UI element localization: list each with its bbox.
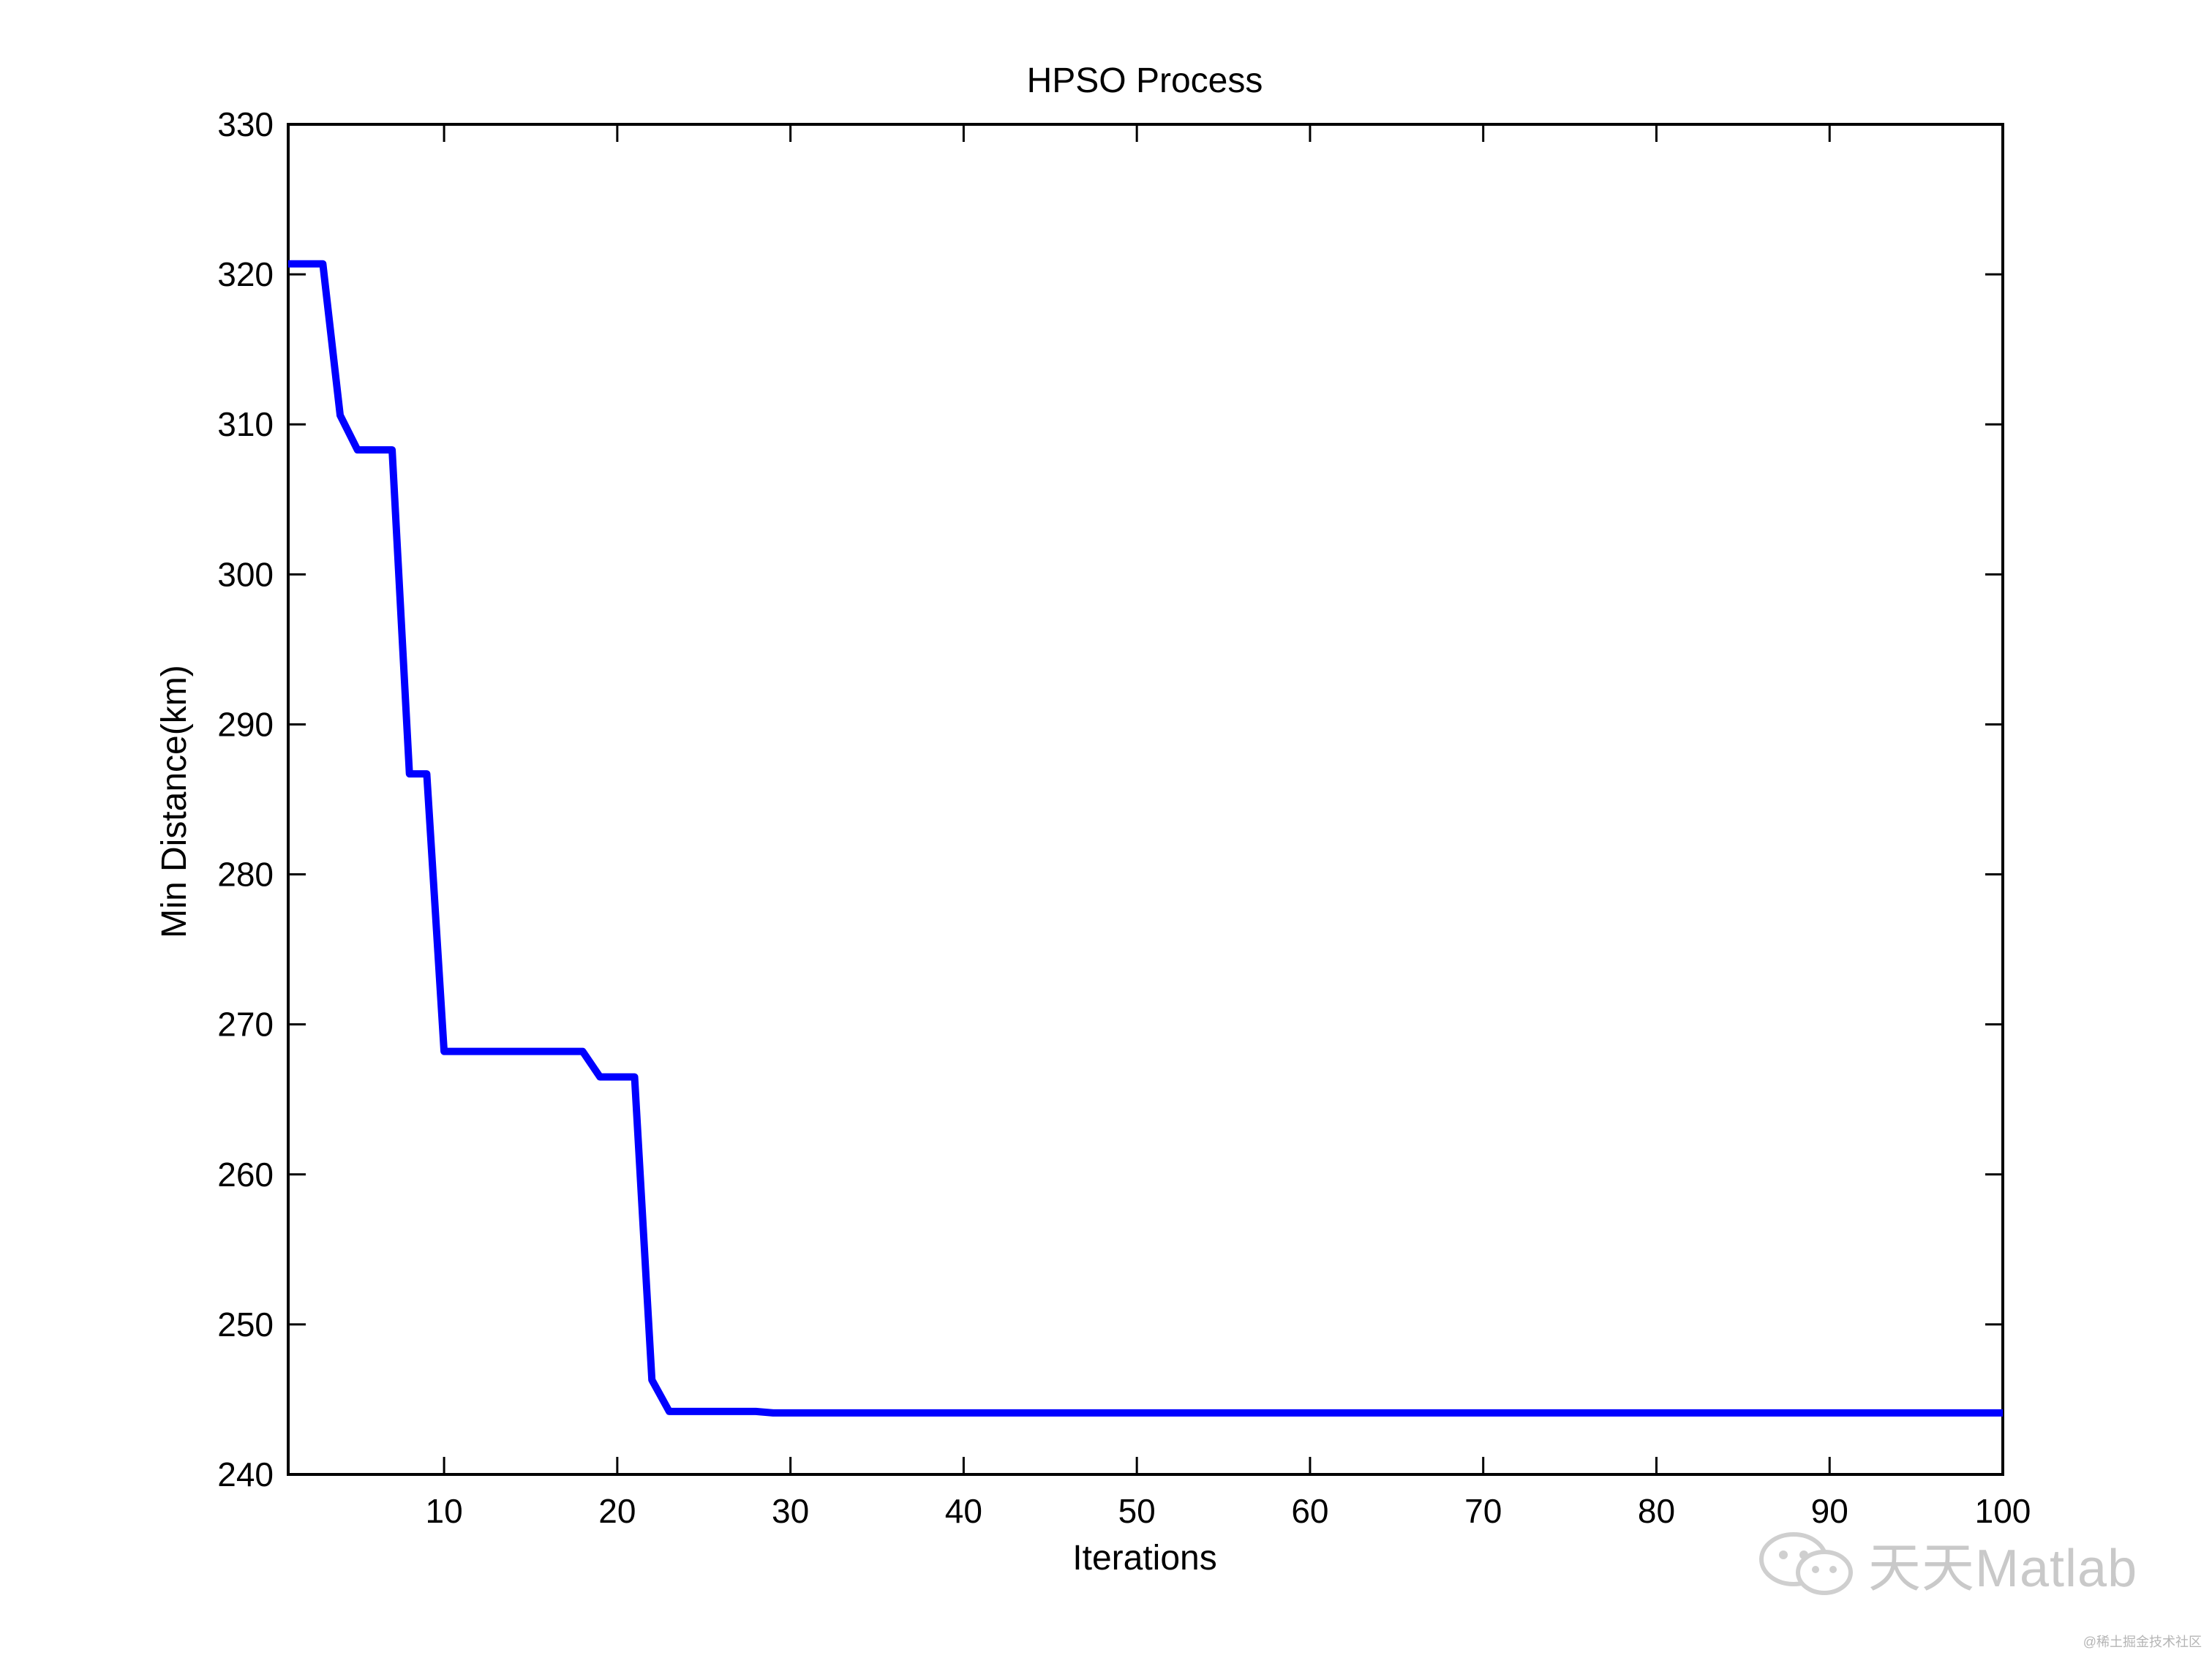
x-tick-label: 30 [772,1492,809,1530]
watermark-text: 天天Matlab [1868,1540,2138,1598]
y-tick-label: 240 [217,1455,274,1493]
plot-area: 10 20 30 40 50 60 70 80 90 100 240 250 260 270 280 290 3… [217,105,2031,1530]
wechat-icon [1759,1531,1853,1595]
x-tick-label: 80 [1638,1492,1675,1530]
watermark-credit: @稀土掘金技术社区 [2083,1635,2202,1649]
x-tick-label: 70 [1464,1492,1502,1530]
y-tick-label: 300 [217,555,274,593]
x-tick-label: 10 [426,1492,463,1530]
y-tick-label: 250 [217,1305,274,1344]
y-tick-label: 280 [217,856,274,894]
y-tick-label: 260 [217,1156,274,1194]
watermark: 天天Matlab [1756,1525,2137,1602]
y-tick-label: 270 [217,1006,274,1044]
x-tick-label: 100 [1975,1492,2031,1530]
x-tick-label: 60 [1291,1492,1328,1530]
x-tick-label: 50 [1118,1492,1156,1530]
y-tick-label: 320 [217,255,274,293]
y-tick-label: 330 [217,105,274,143]
x-axis-label: Iterations [1072,1539,1216,1578]
x-tick-label: 90 [1811,1492,1848,1530]
y-tick-label: 290 [217,705,274,743]
series-line [288,260,2003,1417]
chart-title: HPSO Process [1027,61,1263,100]
x-tick-label: 20 [598,1492,636,1530]
y-axis-label: Min Distance(km) [155,665,194,938]
x-tick-label: 40 [945,1492,982,1530]
y-tick-label: 310 [217,405,274,443]
axes-box [287,123,2004,1476]
